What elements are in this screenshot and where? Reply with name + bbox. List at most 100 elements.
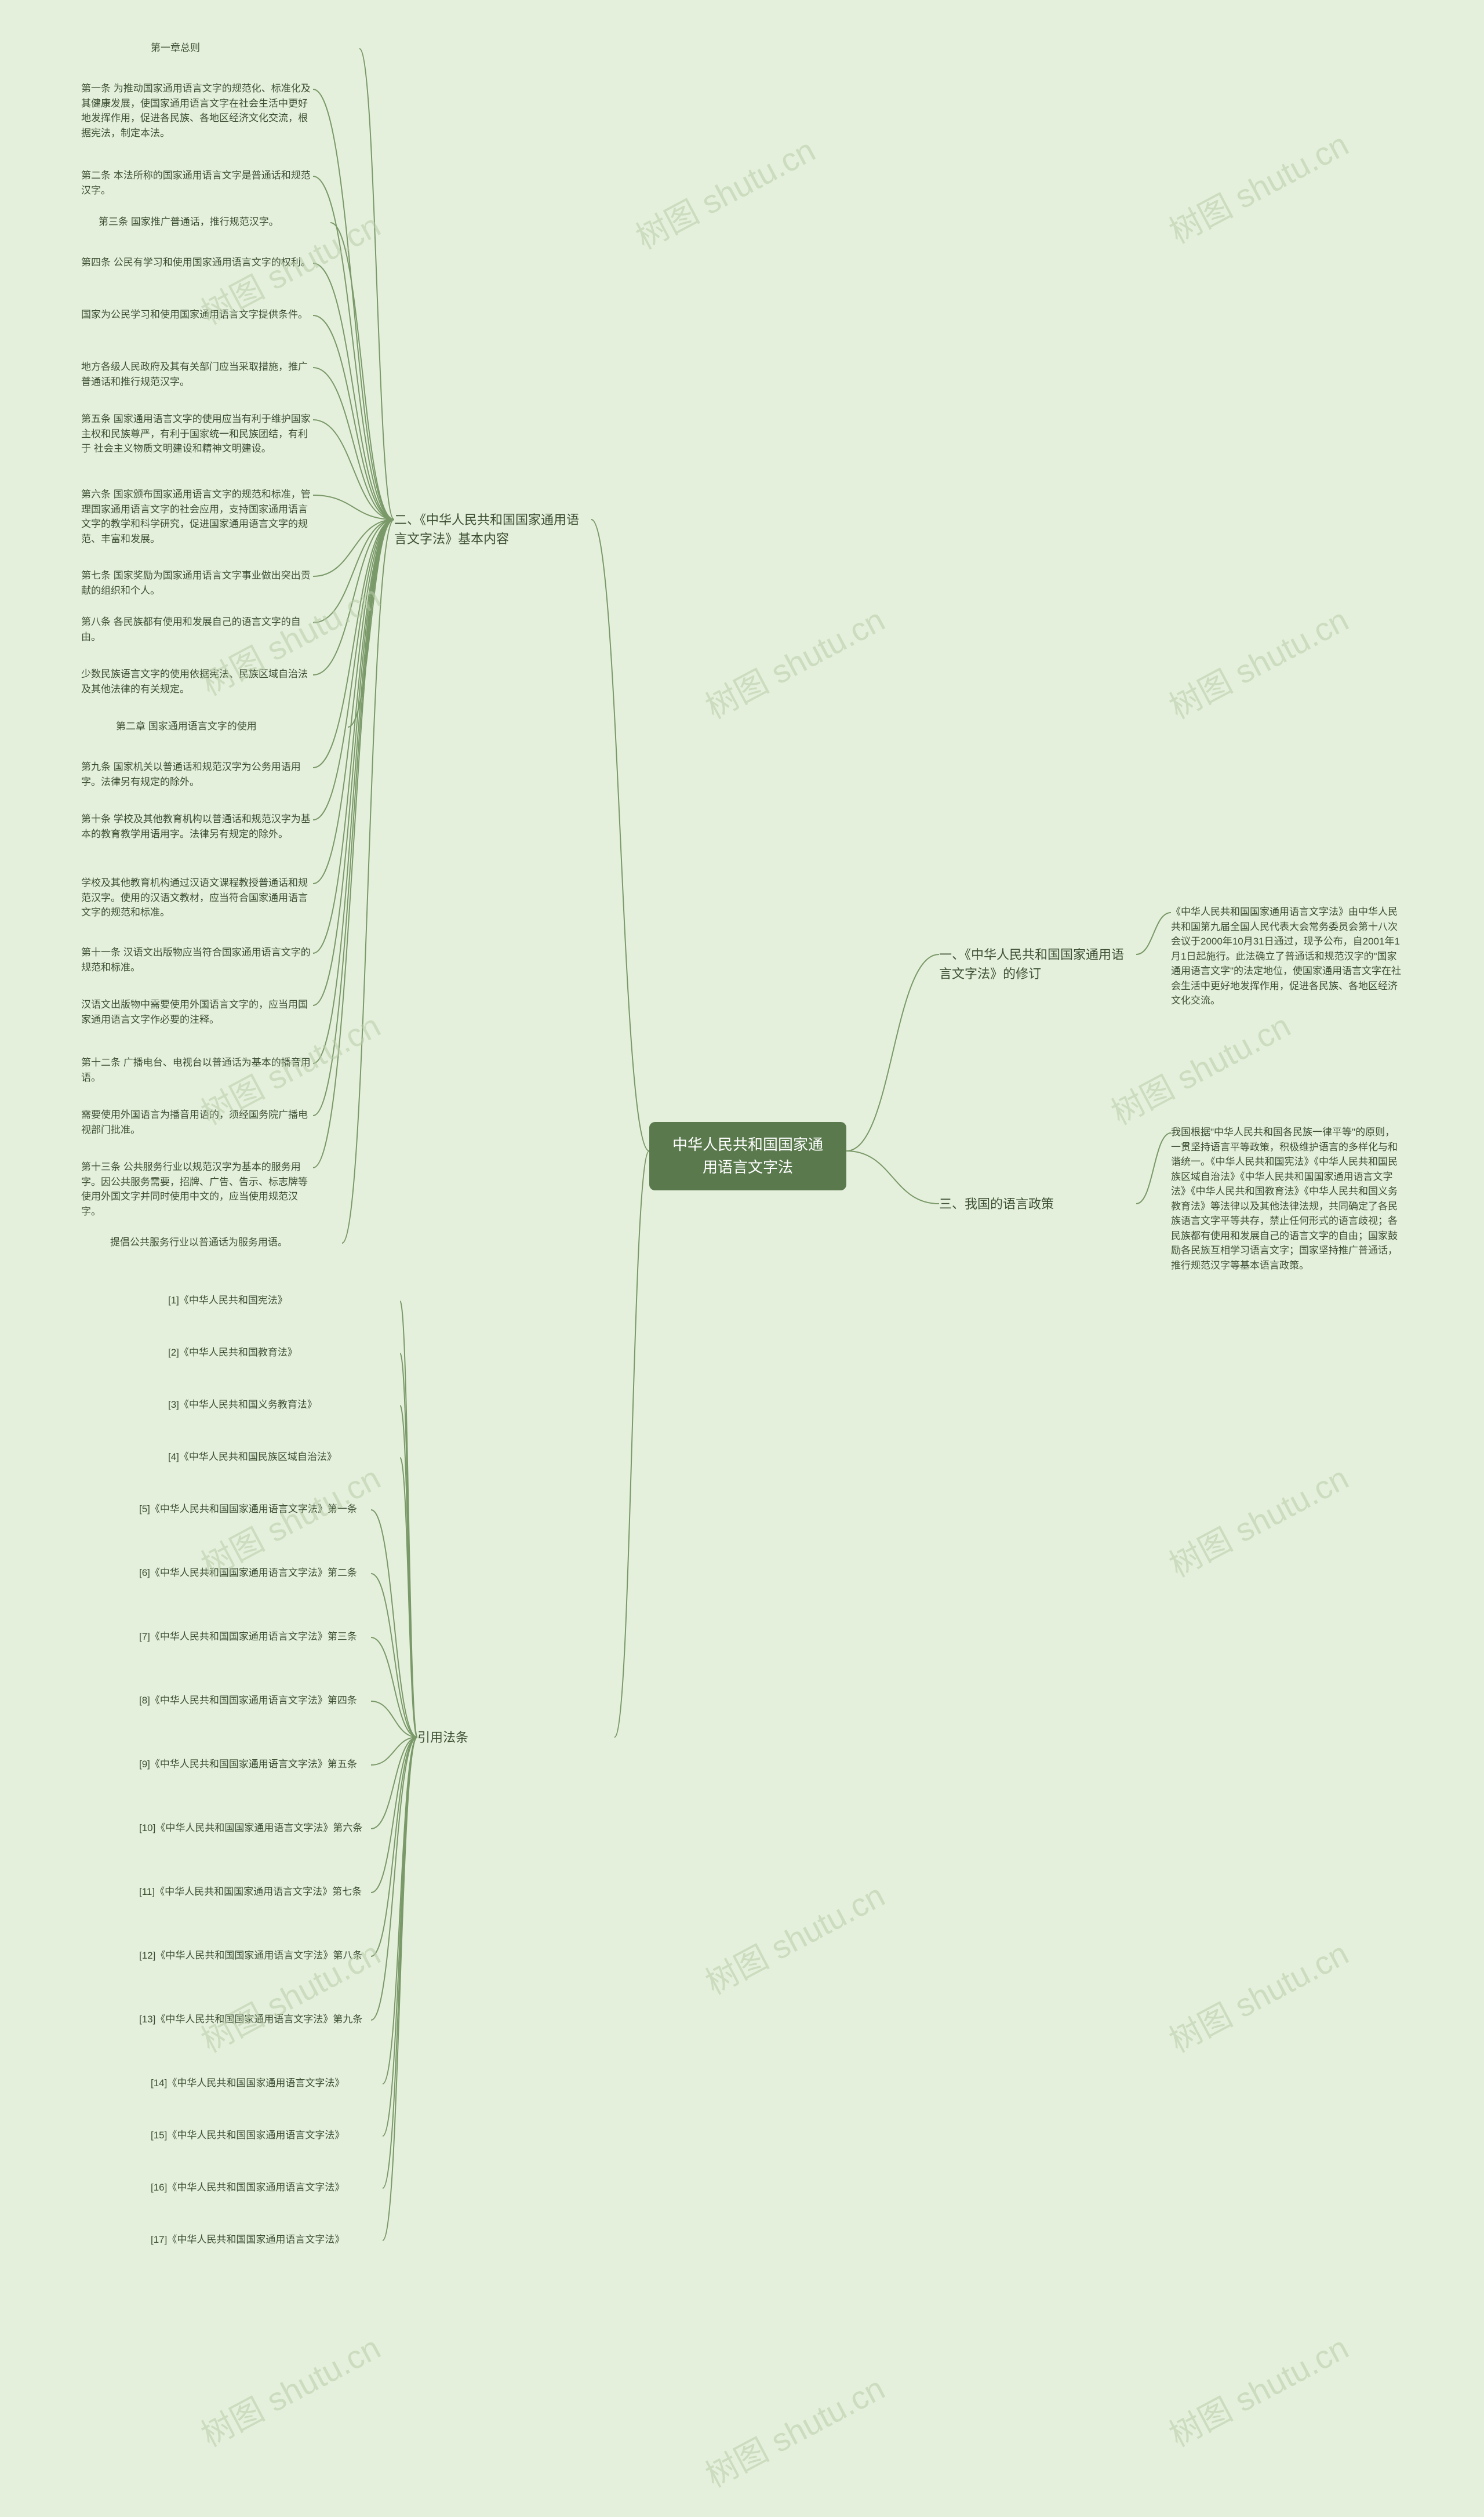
leaf-text: [6]《中华人民共和国国家通用语言文字法》第二条 — [139, 1567, 357, 1578]
leaf-text: [11]《中华人民共和国国家通用语言文字法》第七条 — [139, 1886, 362, 1897]
watermark: 树图 shutu.cn — [696, 2363, 892, 2497]
leaf-node[interactable]: 第八条 各民族都有使用和发展自己的语言文字的自由。 — [81, 615, 313, 644]
leaf-node[interactable]: 少数民族语言文字的使用依据宪法、民族区域自治法及其他法律的有关规定。 — [81, 667, 313, 696]
root-label: 中华人民共和国国家通用语言文字法 — [672, 1136, 823, 1176]
leaf-text: 第一条 为推动国家通用语言文字的规范化、标准化及其健康发展，使国家通用语言文字在… — [81, 83, 311, 139]
leaf-node[interactable]: 第一条 为推动国家通用语言文字的规范化、标准化及其健康发展，使国家通用语言文字在… — [81, 81, 313, 140]
leaf-node[interactable]: [3]《中华人民共和国义务教育法》 — [168, 1397, 400, 1412]
leaf-text: [15]《中华人民共和国国家通用语言文字法》 — [151, 2130, 344, 2141]
leaf-text: [3]《中华人民共和国义务教育法》 — [168, 1399, 317, 1410]
leaf-node[interactable]: [13]《中华人民共和国国家通用语言文字法》第九条 — [139, 2012, 371, 2027]
leaf-text: 第十三条 公共服务行业以规范汉字为基本的服务用字。因公共服务需要，招牌、广告、告… — [81, 1161, 308, 1217]
branch-node[interactable]: 一、《中华人民共和国国家通用语言文字法》的修订 — [939, 945, 1136, 983]
leaf-node[interactable]: [2]《中华人民共和国教育法》 — [168, 1345, 400, 1360]
leaf-text: [10]《中华人民共和国国家通用语言文字法》第六条 — [139, 1822, 362, 1833]
leaf-text: 少数民族语言文字的使用依据宪法、民族区域自治法及其他法律的有关规定。 — [81, 669, 308, 695]
leaf-node[interactable]: 第一章总则 — [151, 41, 359, 56]
leaf-text: 第五条 国家通用语言文字的使用应当有利于维护国家主权和民族尊严，有利于国家统一和… — [81, 413, 311, 454]
leaf-node[interactable]: [7]《中华人民共和国国家通用语言文字法》第三条 — [139, 1629, 371, 1644]
leaf-node[interactable]: [10]《中华人民共和国国家通用语言文字法》第六条 — [139, 1821, 371, 1836]
leaf-node[interactable]: 第十二条 广播电台、电视台以普通话为基本的播音用语。 — [81, 1055, 313, 1085]
leaf-node[interactable]: 第六条 国家颁布国家通用语言文字的规范和标准，管理国家通用语言文字的社会应用，支… — [81, 487, 313, 546]
watermark: 树图 shutu.cn — [192, 2322, 388, 2456]
leaf-node[interactable]: [16]《中华人民共和国国家通用语言文字法》 — [151, 2180, 383, 2195]
leaf-text: [8]《中华人民共和国国家通用语言文字法》第四条 — [139, 1695, 357, 1706]
leaf-node[interactable]: [8]《中华人民共和国国家通用语言文字法》第四条 — [139, 1693, 371, 1708]
leaf-text: 第四条 公民有学习和使用国家通用语言文字的权利。 — [81, 257, 311, 268]
leaf-node[interactable]: [15]《中华人民共和国国家通用语言文字法》 — [151, 2128, 383, 2143]
branch-node[interactable]: 二、《中华人民共和国国家通用语言文字法》基本内容 — [394, 510, 591, 549]
leaf-text: 国家为公民学习和使用国家通用语言文字提供条件。 — [81, 309, 308, 320]
watermark: 树图 shutu.cn — [696, 594, 892, 728]
watermark: 树图 shutu.cn — [1102, 1000, 1298, 1134]
leaf-text: [5]《中华人民共和国国家通用语言文字法》第一条 — [139, 1503, 357, 1514]
leaf-text: 第八条 各民族都有使用和发展自己的语言文字的自由。 — [81, 616, 301, 642]
leaf-node[interactable]: 第四条 公民有学习和使用国家通用语言文字的权利。 — [81, 255, 313, 270]
leaf-text: 第三条 国家推广普通话，推行规范汉字。 — [99, 216, 279, 227]
leaf-node[interactable]: [9]《中华人民共和国国家通用语言文字法》第五条 — [139, 1757, 371, 1772]
leaf-node[interactable]: 我国根据"中华人民共和国各民族一律平等"的原则，一贯坚持语言平等政策，积极维护语… — [1171, 1125, 1403, 1273]
branch-label: 引用法条 — [417, 1730, 468, 1745]
leaf-text: 第十二条 广播电台、电视台以普通话为基本的播音用语。 — [81, 1057, 311, 1083]
branch-label: 一、《中华人民共和国国家通用语言文字法》的修订 — [939, 947, 1124, 981]
leaf-text: 我国根据"中华人民共和国各民族一律平等"的原则，一贯坚持语言平等政策，积极维护语… — [1171, 1127, 1398, 1271]
leaf-text: 第二章 国家通用语言文字的使用 — [116, 721, 257, 732]
leaf-text: 汉语文出版物中需要使用外国语言文字的，应当用国家通用语言文字作必要的注释。 — [81, 999, 308, 1025]
leaf-text: 《中华人民共和国国家通用语言文字法》由中华人民共和国第九届全国人民代表大会常务委… — [1171, 906, 1401, 1006]
leaf-text: 提倡公共服务行业以普通话为服务用语。 — [110, 1237, 288, 1248]
leaf-node[interactable]: [4]《中华人民共和国民族区域自治法》 — [168, 1450, 400, 1465]
leaf-node[interactable]: [5]《中华人民共和国国家通用语言文字法》第一条 — [139, 1502, 371, 1517]
leaf-text: 第十条 学校及其他教育机构以普通话和规范汉字为基本的教育教学用语用字。法律另有规… — [81, 813, 311, 840]
watermark: 树图 shutu.cn — [1160, 2322, 1356, 2456]
leaf-text: [14]《中华人民共和国国家通用语言文字法》 — [151, 2077, 344, 2089]
branch-node[interactable]: 引用法条 — [417, 1728, 614, 1747]
leaf-node[interactable]: 第五条 国家通用语言文字的使用应当有利于维护国家主权和民族尊严，有利于国家统一和… — [81, 412, 313, 456]
leaf-node[interactable]: [14]《中华人民共和国国家通用语言文字法》 — [151, 2076, 383, 2091]
leaf-node[interactable]: 国家为公民学习和使用国家通用语言文字提供条件。 — [81, 307, 313, 322]
branch-label: 二、《中华人民共和国国家通用语言文字法》基本内容 — [394, 513, 579, 546]
leaf-node[interactable]: 第七条 国家奖励为国家通用语言文字事业做出突出贡献的组织和个人。 — [81, 568, 313, 598]
branch-label: 三、我国的语言政策 — [939, 1197, 1054, 1211]
leaf-node[interactable]: 汉语文出版物中需要使用外国语言文字的，应当用国家通用语言文字作必要的注释。 — [81, 997, 313, 1027]
leaf-text: 第六条 国家颁布国家通用语言文字的规范和标准，管理国家通用语言文字的社会应用，支… — [81, 489, 311, 544]
leaf-text: 第九条 国家机关以普通话和规范汉字为公务用语用字。法律另有规定的除外。 — [81, 761, 301, 787]
leaf-node[interactable]: 《中华人民共和国国家通用语言文字法》由中华人民共和国第九届全国人民代表大会常务委… — [1171, 905, 1403, 1008]
leaf-text: [2]《中华人民共和国教育法》 — [168, 1347, 297, 1358]
leaf-node[interactable]: [12]《中华人民共和国国家通用语言文字法》第八条 — [139, 1948, 371, 1963]
leaf-node[interactable]: 第十三条 公共服务行业以规范汉字为基本的服务用字。因公共服务需要，招牌、广告、告… — [81, 1160, 313, 1219]
leaf-node[interactable]: 第九条 国家机关以普通话和规范汉字为公务用语用字。法律另有规定的除外。 — [81, 760, 313, 789]
watermark: 树图 shutu.cn — [1160, 594, 1356, 728]
leaf-node[interactable]: 学校及其他教育机构通过汉语文课程教授普通话和规范汉字。使用的汉语文教材，应当符合… — [81, 876, 313, 920]
leaf-text: [16]《中华人民共和国国家通用语言文字法》 — [151, 2182, 344, 2193]
mindmap-root[interactable]: 中华人民共和国国家通用语言文字法 — [649, 1122, 846, 1190]
leaf-node[interactable]: 第十一条 汉语文出版物应当符合国家通用语言文字的规范和标准。 — [81, 945, 313, 975]
leaf-node[interactable]: [1]《中华人民共和国宪法》 — [168, 1293, 400, 1308]
watermark: 树图 shutu.cn — [1160, 1452, 1356, 1586]
leaf-text: 需要使用外国语言为播音用语的，须经国务院广播电视部门批准。 — [81, 1109, 308, 1135]
leaf-node[interactable]: 第二章 国家通用语言文字的使用 — [116, 719, 348, 734]
leaf-node[interactable]: 需要使用外国语言为播音用语的，须经国务院广播电视部门批准。 — [81, 1107, 313, 1137]
branch-node[interactable]: 三、我国的语言政策 — [939, 1194, 1136, 1214]
leaf-text: [12]《中华人民共和国国家通用语言文字法》第八条 — [139, 1950, 362, 1961]
leaf-node[interactable]: [6]《中华人民共和国国家通用语言文字法》第二条 — [139, 1566, 371, 1581]
leaf-text: 第十一条 汉语文出版物应当符合国家通用语言文字的规范和标准。 — [81, 947, 311, 973]
leaf-text: [9]《中华人民共和国国家通用语言文字法》第五条 — [139, 1759, 357, 1770]
leaf-text: 第七条 国家奖励为国家通用语言文字事业做出突出贡献的组织和个人。 — [81, 570, 311, 596]
watermark: 树图 shutu.cn — [1160, 1928, 1356, 2062]
leaf-text: [17]《中华人民共和国国家通用语言文字法》 — [151, 2234, 344, 2245]
leaf-node[interactable]: 第二条 本法所称的国家通用语言文字是普通话和规范汉字。 — [81, 168, 313, 198]
leaf-text: [7]《中华人民共和国国家通用语言文字法》第三条 — [139, 1631, 357, 1642]
leaf-text: 第二条 本法所称的国家通用语言文字是普通话和规范汉字。 — [81, 170, 311, 196]
leaf-text: 地方各级人民政府及其有关部门应当采取措施，推广普通话和推行规范汉字。 — [81, 361, 308, 387]
watermark: 树图 shutu.cn — [627, 125, 823, 259]
leaf-node[interactable]: 提倡公共服务行业以普通话为服务用语。 — [110, 1235, 342, 1250]
leaf-text: [13]《中华人民共和国国家通用语言文字法》第九条 — [139, 2014, 362, 2025]
watermark: 树图 shutu.cn — [1160, 119, 1356, 253]
leaf-text: [1]《中华人民共和国宪法》 — [168, 1295, 288, 1306]
leaf-node[interactable]: 第十条 学校及其他教育机构以普通话和规范汉字为基本的教育教学用语用字。法律另有规… — [81, 812, 313, 841]
leaf-text: 学校及其他教育机构通过汉语文课程教授普通话和规范汉字。使用的汉语文教材，应当符合… — [81, 877, 308, 918]
leaf-node[interactable]: [17]《中华人民共和国国家通用语言文字法》 — [151, 2232, 383, 2247]
leaf-node[interactable]: [11]《中华人民共和国国家通用语言文字法》第七条 — [139, 1884, 371, 1899]
leaf-node[interactable]: 地方各级人民政府及其有关部门应当采取措施，推广普通话和推行规范汉字。 — [81, 359, 313, 389]
leaf-node[interactable]: 第三条 国家推广普通话，推行规范汉字。 — [99, 215, 330, 230]
